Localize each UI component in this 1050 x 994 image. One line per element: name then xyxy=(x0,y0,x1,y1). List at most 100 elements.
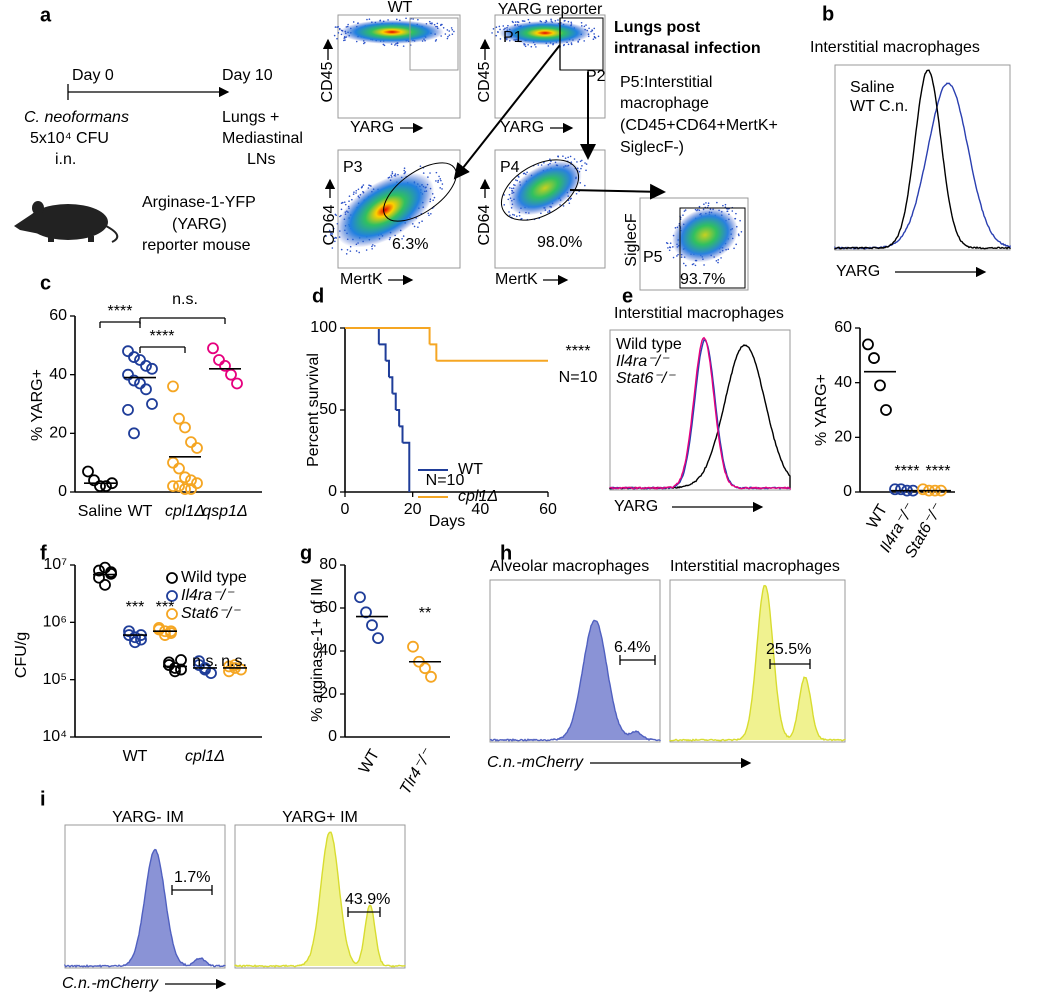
data-point xyxy=(82,465,94,478)
event-dot xyxy=(429,172,431,174)
event-dot xyxy=(328,229,331,232)
event-dot xyxy=(371,245,373,248)
label: Day 10 xyxy=(222,67,273,84)
annotation: n.s. xyxy=(192,653,218,670)
axis-title: Days xyxy=(429,513,465,530)
event-dot xyxy=(404,171,407,173)
data-point xyxy=(868,352,880,364)
event-dot xyxy=(373,245,376,247)
y-tick-label: 10⁶ xyxy=(43,614,67,631)
y-tick-label: 60 xyxy=(49,307,67,324)
data-point xyxy=(179,471,191,484)
event-dot xyxy=(419,165,422,168)
event-dot xyxy=(668,246,671,249)
data-point xyxy=(225,368,237,381)
event-dot xyxy=(581,165,583,167)
event-dot xyxy=(518,214,521,217)
data-point xyxy=(128,427,140,440)
event-dot xyxy=(548,210,551,213)
event-dot xyxy=(593,35,596,38)
event-dot xyxy=(694,264,697,267)
y-tick-label: 80 xyxy=(319,556,337,573)
data-point xyxy=(169,662,181,674)
event-dot xyxy=(337,25,340,28)
data-point xyxy=(167,456,179,469)
event-dot xyxy=(557,155,559,158)
mouse-label: Arginase-1-YFP xyxy=(142,194,256,211)
event-dot xyxy=(567,156,569,159)
event-dot xyxy=(535,46,537,48)
event-dot xyxy=(351,198,353,201)
legend-item: cpl1Δ xyxy=(458,488,498,505)
event-dot xyxy=(357,188,360,191)
gate-percent: 1.7% xyxy=(174,869,210,886)
data-point xyxy=(175,654,187,666)
data-point xyxy=(173,462,185,475)
data-point xyxy=(889,483,901,496)
event-dot xyxy=(669,242,672,244)
gate xyxy=(501,159,579,221)
gate-percent: 43.9% xyxy=(345,891,390,908)
axis-label: YARG xyxy=(836,263,880,280)
axis-label: CD64 xyxy=(476,204,493,245)
event-dot xyxy=(726,210,729,213)
axis-label: MertK xyxy=(340,271,383,288)
data-point xyxy=(122,368,134,381)
event-dot xyxy=(707,202,710,204)
event-dot xyxy=(568,202,571,204)
event-dot xyxy=(433,196,436,199)
event-dot xyxy=(428,214,430,217)
data-point xyxy=(167,380,179,393)
legend-marker xyxy=(166,590,178,602)
mouse-icon xyxy=(14,201,119,243)
data-point xyxy=(407,640,419,653)
mouse-label: (YARG) xyxy=(172,216,227,233)
data-point xyxy=(129,631,141,644)
event-dot xyxy=(340,208,343,211)
event-dot xyxy=(580,167,582,170)
event-dot xyxy=(355,40,358,43)
y-tick-label: 40 xyxy=(834,374,852,391)
flow-plot-frame xyxy=(494,14,606,119)
event-dot xyxy=(371,247,373,250)
flow-plot-frame xyxy=(639,197,749,291)
x-tick-label: WT xyxy=(128,503,153,520)
event-dot xyxy=(450,27,453,29)
event-dot xyxy=(503,194,505,196)
event-dot xyxy=(402,45,405,47)
event-dot xyxy=(430,212,432,215)
event-dot xyxy=(448,30,451,32)
event-dot xyxy=(338,27,341,30)
event-dot xyxy=(491,32,493,34)
event-dot xyxy=(427,212,430,215)
event-dot xyxy=(352,21,355,23)
event-dot xyxy=(564,157,567,160)
data-point xyxy=(134,377,146,390)
data-point xyxy=(129,636,141,649)
event-dot xyxy=(412,18,414,20)
event-dot xyxy=(518,176,520,178)
event-dot xyxy=(335,214,337,217)
data-point xyxy=(94,480,106,493)
event-dot xyxy=(368,184,370,186)
gate-description: P5:Interstitial xyxy=(620,74,712,91)
event-dot xyxy=(698,205,701,208)
event-dot xyxy=(557,19,559,21)
data-point xyxy=(173,412,185,425)
histogram xyxy=(834,69,1011,250)
gate-percent: 6.3% xyxy=(392,236,428,253)
event-dot xyxy=(597,35,600,38)
event-dot xyxy=(665,242,668,244)
density xyxy=(335,172,435,248)
event-dot xyxy=(394,173,397,175)
data-point xyxy=(146,398,158,410)
panel-letter: h xyxy=(500,542,512,564)
data-point xyxy=(185,474,197,487)
data-point xyxy=(229,659,241,671)
event-dot xyxy=(396,44,399,47)
event-dot xyxy=(676,255,678,257)
event-dot xyxy=(348,200,350,202)
panel-letter: a xyxy=(40,4,52,26)
annotation: N=10 xyxy=(559,369,598,386)
y-tick-label: 10⁵ xyxy=(43,671,67,688)
